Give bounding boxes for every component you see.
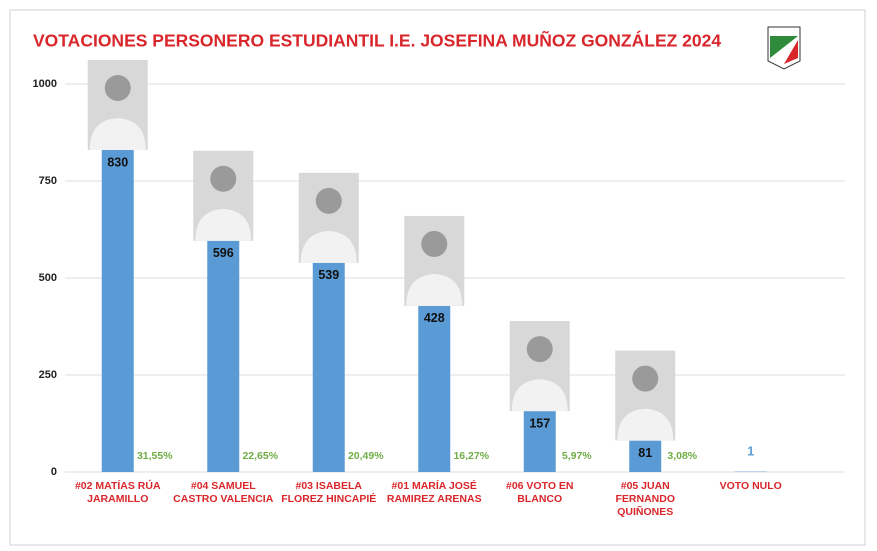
photo-body: [406, 273, 463, 306]
percent-label: 20,49%: [348, 450, 384, 462]
y-tick-label: 750: [39, 175, 57, 187]
percent-label: 5,97%: [562, 450, 592, 462]
y-tick-label: 0: [51, 466, 57, 478]
school-logo: [767, 26, 801, 70]
photo-head: [421, 230, 448, 257]
bar: [523, 411, 556, 472]
percent-label: 3,08%: [667, 450, 697, 462]
y-tick-label: 500: [39, 272, 57, 284]
candidate-photo: [87, 59, 148, 150]
value-label: 157: [529, 416, 550, 430]
candidate-photo: [509, 321, 570, 412]
photo-head: [526, 336, 553, 363]
bar: [101, 149, 134, 472]
photo-head: [632, 365, 659, 392]
photo-head: [210, 165, 237, 192]
value-label: 830: [107, 155, 128, 169]
photo-body: [195, 208, 252, 241]
candidate-photo: [615, 350, 676, 441]
bar: [418, 305, 451, 472]
percent-label: 31,55%: [137, 450, 173, 462]
candidate-photo: [298, 172, 359, 263]
value-label: 539: [318, 268, 339, 282]
value-label: 428: [424, 311, 445, 325]
x-tick-label: #04 SAMUEL CASTRO VALENCIA: [173, 480, 274, 505]
photo-body: [511, 379, 568, 412]
percent-label: 22,65%: [242, 450, 278, 462]
x-tick-label: #01 MARÍA JOSÉ RAMIREZ ARENAS: [386, 480, 482, 505]
candidate-photo: [193, 150, 254, 241]
value-label: 1: [747, 444, 754, 458]
percent-label: 16,27%: [453, 450, 489, 462]
y-tick-label: 250: [39, 369, 57, 381]
photo-body: [617, 408, 674, 441]
candidate-photo: [404, 215, 465, 306]
bar: [629, 440, 662, 472]
x-tick-label: #02 MATÍAS RÚA JARAMILLO: [74, 480, 161, 505]
photo-body: [89, 117, 146, 150]
value-label: 81: [638, 446, 652, 460]
x-tick-label: VOTO NULO: [719, 480, 782, 492]
y-tick-label: 1000: [33, 78, 57, 90]
chart-title: VOTACIONES PERSONERO ESTUDIANTIL I.E. JO…: [33, 30, 721, 51]
x-tick-label: #05 JUAN FERNANDO QUIÑONES: [615, 480, 676, 518]
value-label: 596: [213, 246, 234, 260]
photo-head: [315, 187, 342, 214]
bar: [312, 262, 345, 472]
photo-body: [300, 230, 357, 263]
x-tick-label: #06 VOTO EN BLANCO: [505, 480, 574, 505]
x-tick-label: #03 ISABELA FLOREZ HINCAPIÉ: [281, 480, 377, 505]
bar: [207, 240, 240, 472]
photo-head: [104, 74, 131, 101]
